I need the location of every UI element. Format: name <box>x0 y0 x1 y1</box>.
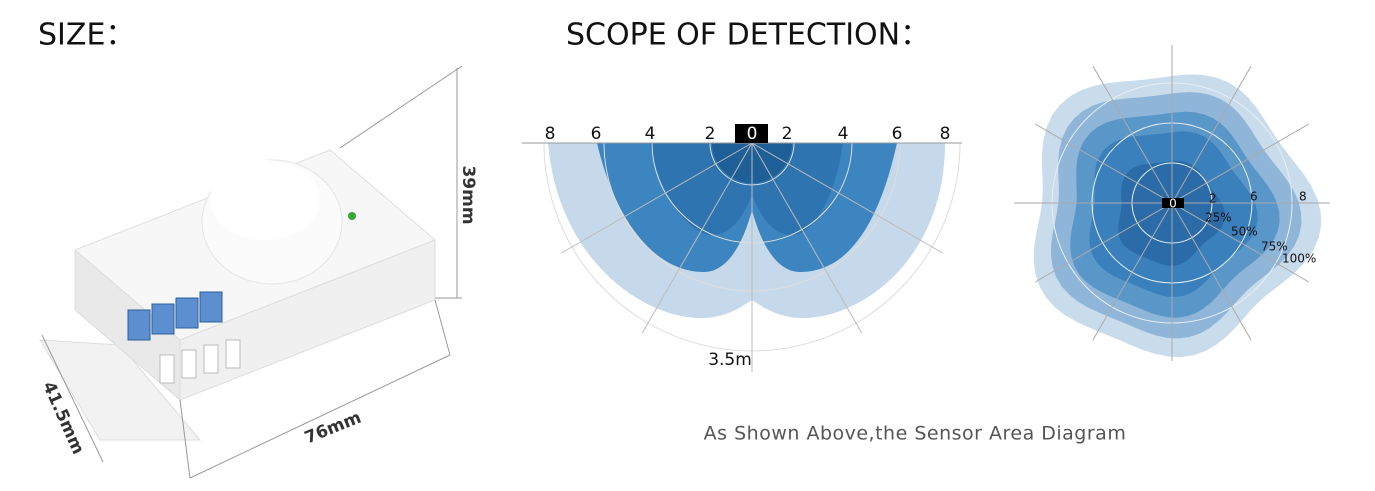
scale-label: 2 <box>782 124 793 144</box>
side-scale: 8 6 4 2 0 2 4 6 8 <box>545 124 951 144</box>
product <box>39 149 436 441</box>
scale-label: 4 <box>838 124 849 144</box>
scale-label: 0 <box>747 124 758 144</box>
side-view <box>522 124 962 372</box>
size-title: SIZE： <box>38 18 135 53</box>
scale-label: 6 <box>892 124 903 144</box>
level-label: 100% <box>1282 252 1316 266</box>
grid-ray <box>751 142 863 334</box>
distance-label: 2 <box>1209 192 1217 206</box>
scale-label: 2 <box>705 124 716 144</box>
height-label: 39mm <box>458 165 478 224</box>
dimension-lines <box>41 65 463 479</box>
top-view <box>1014 45 1330 361</box>
scale-label: 6 <box>591 124 602 144</box>
top-labels: 2 6 8 25%50%75%100% <box>1205 190 1316 266</box>
level-label: 50% <box>1231 225 1258 239</box>
width-label: 76mm <box>302 408 364 449</box>
caption: As Shown Above,the Sensor Area Diagram <box>704 423 1127 445</box>
level-label: 75% <box>1261 240 1288 254</box>
grid-ray <box>561 142 753 254</box>
center-box <box>1162 198 1184 208</box>
distance-label: 6 <box>1250 190 1258 204</box>
distance-label: 8 <box>1299 190 1307 204</box>
grid-ray <box>751 142 943 254</box>
grid-ray <box>641 142 753 334</box>
scale-label: 4 <box>645 124 656 144</box>
level-label: 25% <box>1205 211 1232 225</box>
scale-label: 8 <box>940 124 951 144</box>
detection-title: SCOPE OF DETECTION： <box>566 18 930 53</box>
scale-label: 8 <box>545 124 556 144</box>
center-label: 0 <box>1169 197 1177 211</box>
range-label: 3.5m <box>708 350 752 370</box>
